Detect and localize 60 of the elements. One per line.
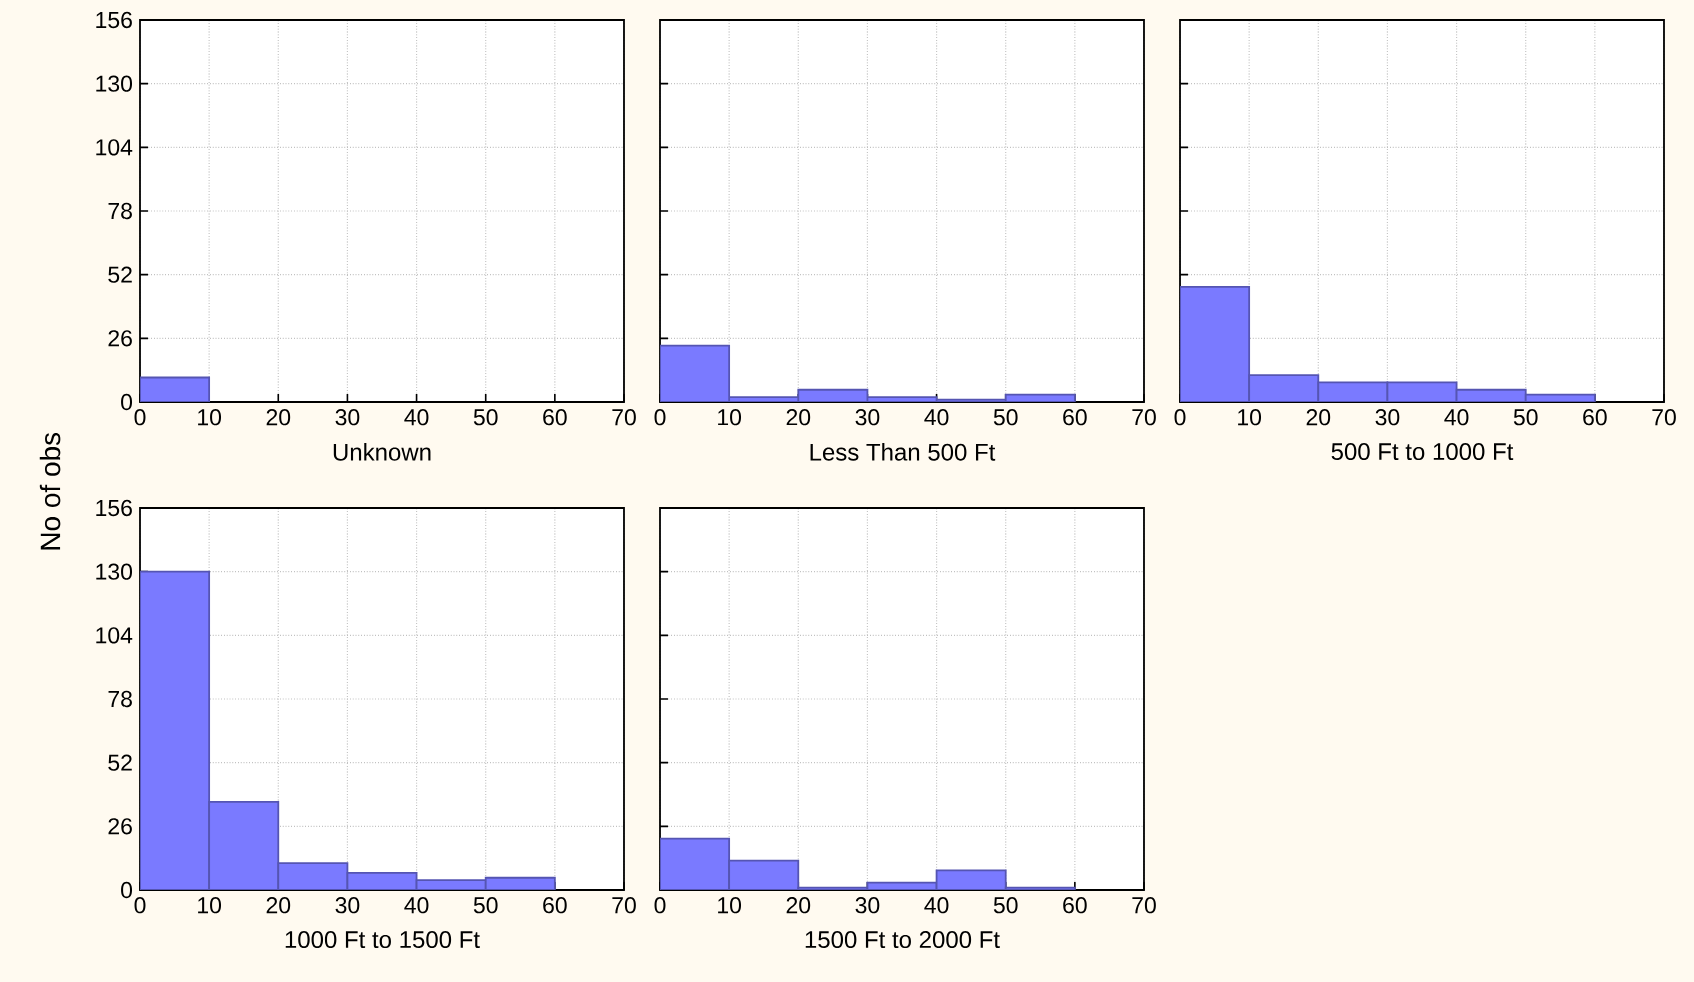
x-tick-label: 20 <box>1306 409 1331 426</box>
x-tick-label: 10 <box>1238 409 1262 426</box>
x-tick-label: 10 <box>718 409 742 426</box>
x-axis-title: 1000 Ft to 1500 Ft <box>285 931 480 949</box>
x-tick-label: 20 <box>786 409 811 426</box>
x-tick-label: 60 <box>543 409 567 426</box>
x-tick-label: 0 <box>134 897 146 914</box>
x-tick-label: 10 <box>198 409 222 426</box>
x-tick-label: 70 <box>612 897 636 914</box>
y-tick-label: 78 <box>108 202 132 220</box>
x-tick-label: 70 <box>1132 897 1156 914</box>
x-tick-label: 30 <box>335 897 360 914</box>
y-tick-label: 130 <box>96 563 133 580</box>
x-tick-label: 40 <box>404 897 429 914</box>
x-tick-label: 70 <box>1652 409 1676 426</box>
x-tick-label: 70 <box>612 409 636 426</box>
y-tick-label: 104 <box>96 627 133 644</box>
x-tick-label: 30 <box>855 897 880 914</box>
x-axis-title: 1500 Ft to 2000 Ft <box>805 931 1000 949</box>
x-tick-label: 20 <box>266 409 291 426</box>
x-tick-label: 20 <box>266 897 291 914</box>
x-tick-label: 50 <box>1513 409 1538 426</box>
x-axis-title: Less Than 500 Ft <box>810 443 996 461</box>
y-tick-label: 26 <box>108 330 132 347</box>
x-tick-label: 60 <box>1583 409 1607 426</box>
y-tick-label: 52 <box>108 754 132 771</box>
y-tick-label: 78 <box>108 690 132 708</box>
y-tick-label: 130 <box>96 75 133 92</box>
y-tick-label: 52 <box>108 266 132 283</box>
y-tick-label: 156 <box>96 499 132 517</box>
x-tick-label: 40 <box>404 409 429 426</box>
x-tick-label: 60 <box>543 897 567 914</box>
x-tick-label: 60 <box>1063 409 1087 426</box>
x-tick-label: 10 <box>718 897 742 914</box>
y-axis-title: No of obs <box>39 432 61 550</box>
x-tick-label: 60 <box>1063 897 1087 914</box>
x-tick-label: 40 <box>924 409 949 426</box>
y-tick-label: 104 <box>96 139 133 156</box>
x-tick-label: 40 <box>1444 409 1469 426</box>
x-tick-label: 40 <box>924 897 949 914</box>
x-tick-label: 0 <box>654 897 666 914</box>
x-tick-label: 0 <box>1174 409 1186 426</box>
x-tick-label: 50 <box>993 897 1018 914</box>
x-tick-label: 50 <box>473 897 498 914</box>
y-tick-label: 0 <box>121 393 133 411</box>
y-tick-label: 156 <box>96 11 132 29</box>
x-tick-label: 30 <box>335 409 360 426</box>
y-tick-label: 26 <box>108 818 132 835</box>
x-tick-label: 0 <box>654 409 666 426</box>
x-tick-label: 20 <box>786 897 811 914</box>
x-tick-label: 10 <box>198 897 222 914</box>
x-tick-label: 50 <box>993 409 1018 426</box>
x-tick-label: 50 <box>473 409 498 426</box>
x-axis-title: Unknown <box>333 443 431 461</box>
y-tick-label: 0 <box>121 881 133 899</box>
x-tick-label: 0 <box>134 409 146 426</box>
x-tick-label: 30 <box>855 409 880 426</box>
x-axis-title: 500 Ft to 1000 Ft <box>1331 443 1514 461</box>
x-tick-label: 30 <box>1375 409 1400 426</box>
x-tick-label: 70 <box>1132 409 1156 426</box>
